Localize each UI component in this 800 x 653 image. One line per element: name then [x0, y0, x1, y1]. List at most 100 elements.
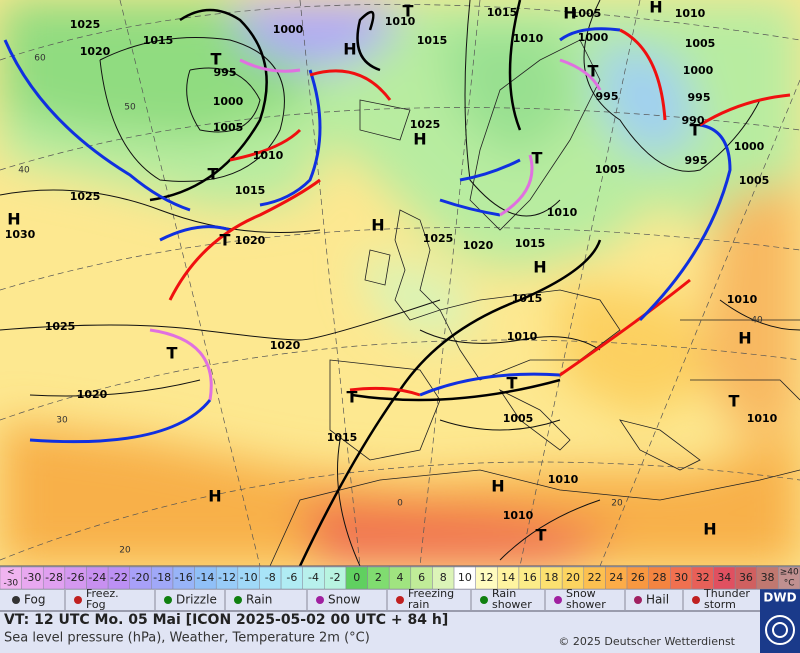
temperature-label: 36: [739, 571, 753, 584]
pressure-center: H: [491, 477, 504, 496]
temperature-label: -10: [240, 571, 258, 584]
temperature-label: -28: [45, 571, 63, 584]
temperature-label: 26: [631, 571, 645, 584]
pressure-center: T: [690, 121, 701, 140]
isobar-label: 1015: [487, 6, 518, 19]
temperature-label: 34: [717, 571, 731, 584]
weather-icon: [316, 596, 324, 604]
pressure-center: H: [371, 216, 384, 235]
temperature-label: -18: [153, 571, 171, 584]
isobar-label: 1020: [77, 388, 108, 401]
isobar-label: 1025: [70, 18, 101, 31]
weather-label: storm: [704, 598, 736, 611]
valid-time: VT: 12 UTC Mo. 05 Mai [ICON 2025-05-02 0…: [4, 612, 448, 628]
isobar-label: 995: [688, 91, 711, 104]
weather-icon: [480, 596, 488, 604]
weather-icon: [74, 596, 82, 604]
temperature-label: <: [7, 568, 15, 578]
isobar-label: 1010: [548, 473, 579, 486]
weather-icon: [12, 596, 20, 604]
legend: DWD VT: 12 UTC Mo. 05 Mai [ICON 2025-05-…: [0, 565, 800, 653]
isobar-label: 1025: [410, 118, 441, 131]
temperature-label: 12: [479, 571, 493, 584]
isobar-label: 1005: [595, 163, 626, 176]
graticule-label: 0: [397, 499, 403, 509]
isobar-label: 1030: [5, 228, 36, 241]
isobar-label: 1015: [327, 431, 358, 444]
weather-label: Hail: [646, 593, 669, 607]
pressure-center: T: [588, 62, 599, 81]
isobars: [0, 0, 800, 567]
pressure-center: T: [729, 392, 740, 411]
isobar-label: 1010: [503, 509, 534, 522]
weather-icon: [634, 596, 642, 604]
temperature-label: 18: [544, 571, 558, 584]
pressure-center: H: [7, 210, 20, 229]
fronts: [3, 27, 791, 444]
isobar-label: 995: [685, 154, 708, 167]
weather-icon: [164, 596, 172, 604]
weather-label: Snow: [566, 587, 596, 600]
graticule-label: 40: [751, 316, 763, 326]
temperature-label: -14: [196, 571, 214, 584]
temperature-label: -2: [330, 571, 341, 584]
temperature-label: -30: [23, 571, 41, 584]
temperature-label: °C: [784, 579, 795, 589]
isobar-label: 1015: [515, 237, 546, 250]
weather-label: shower: [566, 598, 606, 611]
isobar-label: 1010: [253, 149, 284, 162]
isobar-label: 1010: [727, 293, 758, 306]
temperature-label: 6: [418, 571, 425, 584]
weather-label: Rain: [492, 587, 516, 600]
temperature-label: -4: [308, 571, 319, 584]
weather-icon: [554, 596, 562, 604]
isobar-label: 1015: [235, 184, 266, 197]
map-labels: 1025 1020 1015 995 1000 1005 1010 1015 1020 1025 1…: [5, 0, 778, 556]
temperature-label: -16: [175, 571, 193, 584]
isobar-label: 1005: [503, 412, 534, 425]
weather-label: Snow: [328, 593, 361, 607]
isobar-label: 1025: [423, 232, 454, 245]
pressure-center: T: [532, 149, 543, 168]
weather-label: rain: [408, 598, 429, 611]
pressure-center: H: [413, 130, 426, 149]
pressure-center: T: [536, 526, 547, 545]
isobar-label: 1010: [507, 330, 538, 343]
weather-label: Fog: [86, 598, 106, 611]
graticule-label: 60: [34, 54, 46, 64]
isobar-label: 1005: [739, 174, 770, 187]
isobar-label: 1005: [213, 121, 244, 134]
graticule-label: 30: [56, 416, 68, 426]
pressure-center: T: [208, 165, 219, 184]
isobar-label: 1020: [80, 45, 111, 58]
pressure-center: H: [703, 520, 716, 539]
temperature-label: -30: [3, 579, 18, 589]
weather-icon: [692, 596, 700, 604]
temperature-label: 32: [696, 571, 710, 584]
temperature-label: 16: [523, 571, 537, 584]
pressure-center: T: [507, 374, 518, 393]
isobar-label: 1000: [578, 31, 609, 44]
temperature-label: 38: [761, 571, 775, 584]
isobar-label: 1020: [463, 239, 494, 252]
temperature-label: -26: [67, 571, 85, 584]
temperature-label: 28: [652, 571, 666, 584]
isobar-label: 1000: [683, 64, 714, 77]
isobar-label: 1000: [213, 95, 244, 108]
graticule-label: 20: [119, 546, 131, 556]
product-description: Sea level pressure (hPa), Weather, Tempe…: [4, 631, 370, 646]
weather-label: Drizzle: [176, 593, 217, 607]
isobar-label: 1015: [512, 292, 543, 305]
coastlines: [269, 39, 800, 567]
pressure-center: T: [220, 231, 231, 250]
copyright: © 2025 Deutscher Wetterdienst: [558, 635, 735, 648]
isobar-label: 1005: [571, 7, 602, 20]
weather-label: Thunder: [703, 587, 750, 600]
isobar-label: 1005: [685, 37, 716, 50]
weather-label: Fog: [24, 593, 45, 607]
temperature-label: 22: [588, 571, 602, 584]
graticule-label: 40: [18, 166, 30, 176]
weather-icon: [396, 596, 404, 604]
